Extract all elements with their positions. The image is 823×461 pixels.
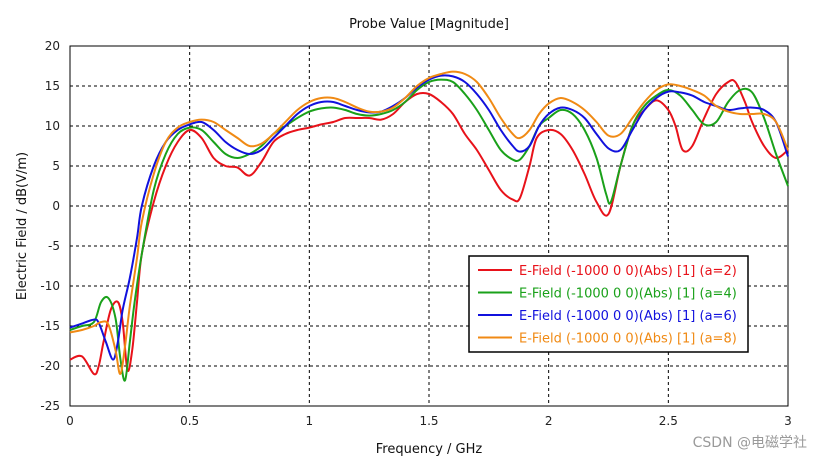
- legend-label-4: E-Field (-1000 0 0)(Abs) [1] (a=8): [519, 332, 737, 347]
- series-lines: [69, 70, 789, 382]
- y-tick-label: -25: [40, 399, 60, 413]
- x-tick-label: 3: [784, 414, 792, 428]
- x-tick-label: 0.5: [180, 414, 199, 428]
- y-tick-label: 10: [45, 119, 60, 133]
- x-tick-label: 2: [545, 414, 553, 428]
- y-tick-label: 0: [52, 199, 60, 213]
- x-tick-label: 1.5: [419, 414, 438, 428]
- legend-label-3: E-Field (-1000 0 0)(Abs) [1] (a=6): [519, 309, 737, 324]
- x-tick-label: 2.5: [659, 414, 678, 428]
- legend-label-1: E-Field (-1000 0 0)(Abs) [1] (a=2): [519, 264, 737, 279]
- y-tick-label: -20: [40, 359, 60, 373]
- y-tick-label: -15: [40, 319, 60, 333]
- x-tick-label: 1: [306, 414, 314, 428]
- y-tick-label: 20: [45, 39, 60, 53]
- legend-label-2: E-Field (-1000 0 0)(Abs) [1] (a=4): [519, 287, 737, 302]
- y-tick-label: -5: [48, 239, 60, 253]
- series-line-4: [69, 70, 789, 376]
- legend: E-Field (-1000 0 0)(Abs) [1] (a=2) E-Fiel…: [468, 255, 749, 353]
- y-tick-label: -10: [40, 279, 60, 293]
- y-axis-label: Electric Field / dB(V/m): [15, 152, 30, 300]
- legend-box: [468, 255, 749, 353]
- tick-labels: 0 0.5 1 1.5 2 2.5 3 -25 -20 -15 -10 -5 0 5 10 15 20: [40, 39, 791, 428]
- y-tick-label: 15: [45, 79, 60, 93]
- series-line-2: [69, 78, 789, 382]
- chart-title: Probe Value [Magnitude]: [349, 17, 509, 32]
- x-axis-label: Frequency / GHz: [376, 442, 483, 457]
- legend-items: E-Field (-1000 0 0)(Abs) [1] (a=2) E-Fiel…: [478, 264, 737, 347]
- watermark-text: CSDN @电磁学社: [693, 435, 807, 451]
- x-tick-label: 0: [66, 414, 74, 428]
- y-tick-label: 5: [52, 159, 60, 173]
